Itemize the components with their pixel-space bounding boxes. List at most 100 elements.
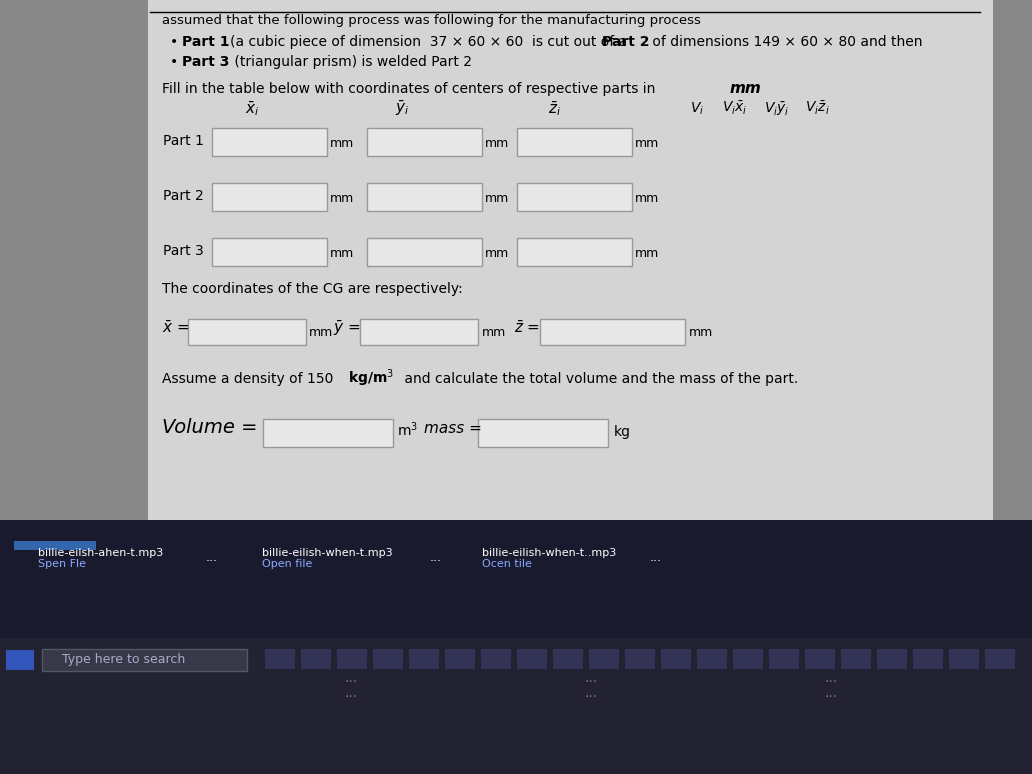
Bar — [733, 649, 763, 669]
Text: •: • — [170, 35, 183, 49]
Text: mm: mm — [482, 326, 507, 339]
Bar — [0, 520, 1032, 774]
Text: of dimensions 149 × 60 × 80 and then: of dimensions 149 × 60 × 80 and then — [648, 35, 923, 49]
Bar — [265, 649, 295, 669]
Bar — [263, 419, 393, 447]
Bar — [517, 183, 632, 211]
Text: Part 1: Part 1 — [182, 35, 229, 49]
Text: $V_i\bar{z}_i$: $V_i\bar{z}_i$ — [805, 100, 830, 118]
Bar — [517, 238, 632, 266]
Bar — [0, 638, 1032, 774]
Bar — [769, 649, 799, 669]
Text: mm: mm — [485, 247, 509, 260]
Text: $\bar{x}$ =: $\bar{x}$ = — [162, 320, 190, 336]
Text: $V_i\bar{x}_i$: $V_i\bar{x}_i$ — [722, 100, 747, 118]
Bar — [148, 0, 993, 520]
Bar — [367, 183, 482, 211]
Text: $\bar{z}_i$: $\bar{z}_i$ — [548, 99, 561, 118]
Bar — [212, 238, 327, 266]
Text: Part 3: Part 3 — [163, 244, 203, 258]
Text: •: • — [170, 55, 183, 69]
Bar — [949, 649, 979, 669]
Bar — [42, 649, 247, 671]
Bar — [212, 128, 327, 156]
Bar — [14, 541, 96, 550]
Bar — [367, 238, 482, 266]
Text: ...: ... — [650, 551, 662, 564]
Text: ...: ... — [825, 686, 838, 700]
Bar — [805, 649, 835, 669]
Bar — [367, 128, 482, 156]
Text: The coordinates of the CG are respectively:: The coordinates of the CG are respective… — [162, 282, 462, 296]
Text: $V_i\bar{y}_i$: $V_i\bar{y}_i$ — [764, 100, 789, 118]
Text: mm: mm — [309, 326, 333, 339]
Bar — [445, 649, 475, 669]
Text: Part 3: Part 3 — [182, 55, 229, 69]
Text: $\bar{y}_i$: $\bar{y}_i$ — [395, 99, 410, 118]
Text: (a cubic piece of dimension  37 × 60 × 60  is cut out of a: (a cubic piece of dimension 37 × 60 × 60… — [230, 35, 632, 49]
Bar — [188, 319, 307, 345]
Text: Ocen tile: Ocen tile — [482, 559, 531, 569]
Text: mm: mm — [635, 247, 659, 260]
Text: Assume a density of 150: Assume a density of 150 — [162, 372, 337, 386]
Bar — [409, 649, 439, 669]
Text: ...: ... — [345, 686, 358, 700]
Bar — [0, 0, 148, 774]
Bar — [373, 649, 404, 669]
Text: Part 1: Part 1 — [163, 134, 204, 148]
Text: ...: ... — [430, 551, 442, 564]
Text: mm: mm — [485, 192, 509, 205]
Text: ...: ... — [585, 671, 599, 685]
Text: ...: ... — [585, 686, 599, 700]
Text: mm: mm — [689, 326, 713, 339]
Bar — [662, 649, 691, 669]
Bar — [553, 649, 583, 669]
Text: mm: mm — [330, 137, 354, 150]
Bar — [877, 649, 907, 669]
Text: Part 2: Part 2 — [163, 189, 203, 203]
Text: mm: mm — [330, 247, 354, 260]
Text: billie-eilsh-ahen-t.mp3: billie-eilsh-ahen-t.mp3 — [38, 548, 163, 558]
Text: (triangular prism) is welded Part 2: (triangular prism) is welded Part 2 — [230, 55, 472, 69]
Text: mass =: mass = — [424, 421, 482, 436]
Text: kg: kg — [614, 425, 631, 439]
Text: Type here to search: Type here to search — [62, 653, 186, 666]
Text: $\bar{z}$ =: $\bar{z}$ = — [514, 320, 540, 336]
Text: mm: mm — [730, 81, 762, 96]
Bar — [985, 649, 1015, 669]
Text: mm: mm — [330, 192, 354, 205]
Text: $V_i$: $V_i$ — [690, 101, 704, 118]
Text: ...: ... — [206, 551, 218, 564]
Text: mm: mm — [635, 137, 659, 150]
Text: kg/m$^3$: kg/m$^3$ — [348, 368, 394, 389]
Bar — [841, 649, 871, 669]
Text: Part 2: Part 2 — [602, 35, 649, 49]
Bar — [301, 649, 331, 669]
Text: m$^3$: m$^3$ — [397, 420, 418, 439]
Text: Open file: Open file — [262, 559, 313, 569]
Bar — [6, 650, 34, 670]
Text: Volume =: Volume = — [162, 418, 258, 437]
Bar — [212, 183, 327, 211]
Bar — [517, 128, 632, 156]
Text: ...: ... — [345, 671, 358, 685]
Text: $\bar{y}$ =: $\bar{y}$ = — [333, 319, 360, 338]
Text: $\bar{x}_i$: $\bar{x}_i$ — [245, 99, 259, 118]
Bar — [697, 649, 727, 669]
Bar — [360, 319, 478, 345]
Text: Fill in the table below with coordinates of centers of respective parts in: Fill in the table below with coordinates… — [162, 82, 659, 96]
Bar — [517, 649, 547, 669]
Bar — [337, 649, 367, 669]
Text: Spen Fle: Spen Fle — [38, 559, 86, 569]
Text: and calculate the total volume and the mass of the part.: and calculate the total volume and the m… — [400, 372, 798, 386]
Text: billie-eilish-when-t..mp3: billie-eilish-when-t..mp3 — [482, 548, 616, 558]
Bar — [540, 319, 685, 345]
Text: mm: mm — [485, 137, 509, 150]
Text: ...: ... — [825, 671, 838, 685]
Text: billie-eilish-when-t.mp3: billie-eilish-when-t.mp3 — [262, 548, 392, 558]
Bar — [481, 649, 511, 669]
Bar — [625, 649, 655, 669]
Text: mm: mm — [635, 192, 659, 205]
Bar — [478, 419, 608, 447]
Bar — [993, 0, 1032, 520]
